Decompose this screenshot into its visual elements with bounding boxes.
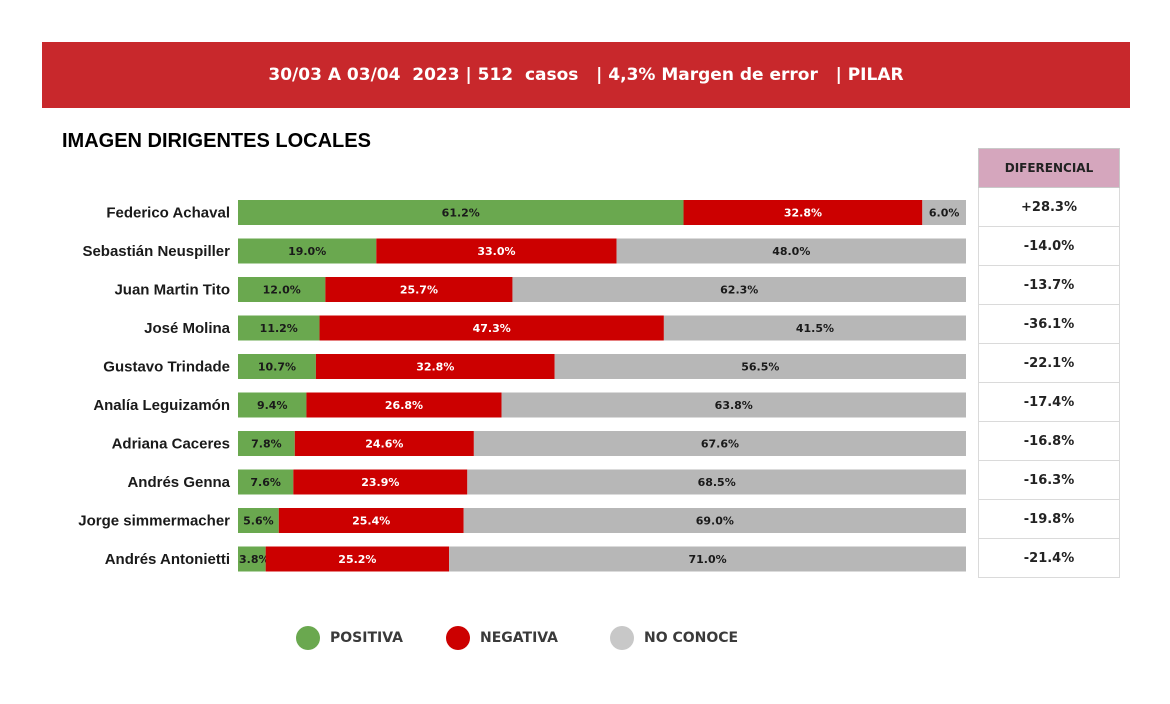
bar-segment-negativa	[319, 315, 664, 341]
bar-segment-no-conoce	[663, 315, 966, 341]
diferencial-value: -16.3%	[978, 461, 1120, 500]
bar-segment-negativa	[306, 392, 502, 418]
bar-segment-no-conoce	[616, 238, 966, 264]
bar-segment-positiva	[238, 392, 307, 418]
data-label: 9.4%	[257, 399, 288, 412]
data-label: 56.5%	[741, 361, 779, 374]
bar-segment-negativa	[376, 238, 617, 264]
bar-segment-positiva	[238, 238, 377, 264]
category-label: Federico Achaval	[106, 205, 230, 222]
diferencial-value: -36.1%	[978, 305, 1120, 344]
data-label: 32.8%	[416, 361, 454, 374]
diferencial-header: DIFERENCIAL	[978, 148, 1120, 188]
bar-segment-positiva	[238, 354, 316, 379]
bar-segment-positiva	[238, 277, 326, 302]
diferencial-value: -21.4%	[978, 539, 1120, 578]
bar-segment-positiva	[238, 469, 294, 495]
data-label: 5.6%	[243, 515, 274, 528]
data-label: 33.0%	[477, 245, 515, 258]
category-label: Andrés Antonietti	[105, 551, 230, 568]
data-label: 63.8%	[715, 399, 753, 412]
legend-swatch	[296, 626, 320, 650]
legend-swatch	[610, 626, 634, 650]
data-label: 26.8%	[385, 399, 423, 412]
header-text: 30/03 A 03/04 2023 | 512 casos | 4,3% Ma…	[268, 65, 904, 85]
bar-segment-negativa	[315, 354, 555, 379]
legend: POSITIVA NEGATIVA NO CONOCE	[0, 626, 1170, 652]
data-label: 61.2%	[442, 207, 480, 220]
data-label: 19.0%	[288, 245, 326, 258]
category-label: Adriana Caceres	[112, 436, 230, 453]
category-label: Gustavo Trindade	[103, 359, 230, 376]
data-label: 25.2%	[338, 553, 376, 566]
diferencial-value: -22.1%	[978, 344, 1120, 383]
diferencial-value: -19.8%	[978, 500, 1120, 539]
bar-segment-no-conoce	[463, 508, 966, 533]
legend-swatch	[446, 626, 470, 650]
data-label: 71.0%	[688, 553, 726, 566]
data-label: 25.4%	[352, 515, 390, 528]
bar-segment-no-conoce	[467, 469, 966, 495]
bar-segment-no-conoce	[512, 277, 966, 302]
data-label: 7.6%	[250, 476, 281, 489]
data-label: 3.8%	[239, 553, 270, 566]
diferencial-list: +28.3% -14.0% -13.7% -36.1% -22.1% -17.4% -16.…	[978, 188, 1120, 578]
bar-segment-positiva	[238, 431, 295, 456]
category-label: Andrés Genna	[127, 474, 230, 491]
diferencial-panel: DIFERENCIAL +28.3% -14.0% -13.7% -36.1% -22.…	[978, 148, 1120, 578]
legend-label: NO CONOCE	[644, 630, 739, 646]
data-label: 67.6%	[701, 438, 739, 451]
legend-label: NEGATIVA	[480, 630, 558, 646]
data-label: 6.0%	[929, 207, 960, 220]
bar-segment-positiva	[238, 200, 684, 225]
data-label: 48.0%	[772, 245, 810, 258]
data-label: 41.5%	[796, 322, 834, 335]
diferencial-value: -17.4%	[978, 383, 1120, 422]
data-label: 12.0%	[263, 284, 301, 297]
bar-segment-negativa	[278, 508, 464, 533]
category-label: Sebastián Neuspiller	[82, 243, 230, 260]
bar-segment-positiva	[238, 546, 266, 572]
data-label: 23.9%	[361, 476, 399, 489]
diferencial-value: +28.3%	[978, 188, 1120, 227]
bar-segment-negativa	[265, 546, 450, 572]
bar-segment-no-conoce	[473, 431, 966, 456]
bar-segment-negativa	[683, 200, 923, 225]
data-label: 62.3%	[720, 284, 758, 297]
bar-segment-negativa	[325, 277, 513, 302]
legend-item: NEGATIVA	[446, 626, 558, 650]
bar-segment-no-conoce	[449, 546, 966, 572]
data-label: 69.0%	[696, 515, 734, 528]
bar-segment-negativa	[294, 431, 474, 456]
diferencial-value: -16.8%	[978, 422, 1120, 461]
category-label: Analía Leguizamón	[93, 397, 230, 414]
legend-item: POSITIVA	[296, 626, 403, 650]
diferencial-value: -13.7%	[978, 266, 1120, 305]
data-label: 11.2%	[260, 322, 298, 335]
bar-segment-positiva	[238, 508, 279, 533]
data-label: 24.6%	[365, 438, 403, 451]
bar-segment-no-conoce	[554, 354, 966, 379]
legend-label: POSITIVA	[330, 630, 403, 646]
category-label: José Molina	[144, 320, 231, 337]
data-label: 68.5%	[698, 476, 736, 489]
bar-segment-no-conoce	[501, 392, 966, 418]
bar-segment-no-conoce	[922, 200, 966, 225]
bar-segment-negativa	[293, 469, 468, 495]
category-label: Juan Martin Tito	[114, 282, 230, 299]
data-label: 10.7%	[258, 361, 296, 374]
data-label: 7.8%	[251, 438, 282, 451]
data-label: 32.8%	[784, 207, 822, 220]
diferencial-value: -14.0%	[978, 227, 1120, 266]
bar-segment-positiva	[238, 315, 320, 341]
legend-item: NO CONOCE	[610, 626, 738, 650]
header-banner: 30/03 A 03/04 2023 | 512 casos | 4,3% Ma…	[42, 42, 1130, 108]
data-label: 47.3%	[473, 322, 511, 335]
data-label: 25.7%	[400, 284, 438, 297]
chart-title: IMAGEN DIRIGENTES LOCALES	[62, 130, 371, 152]
category-label: Jorge simmermacher	[78, 513, 230, 530]
